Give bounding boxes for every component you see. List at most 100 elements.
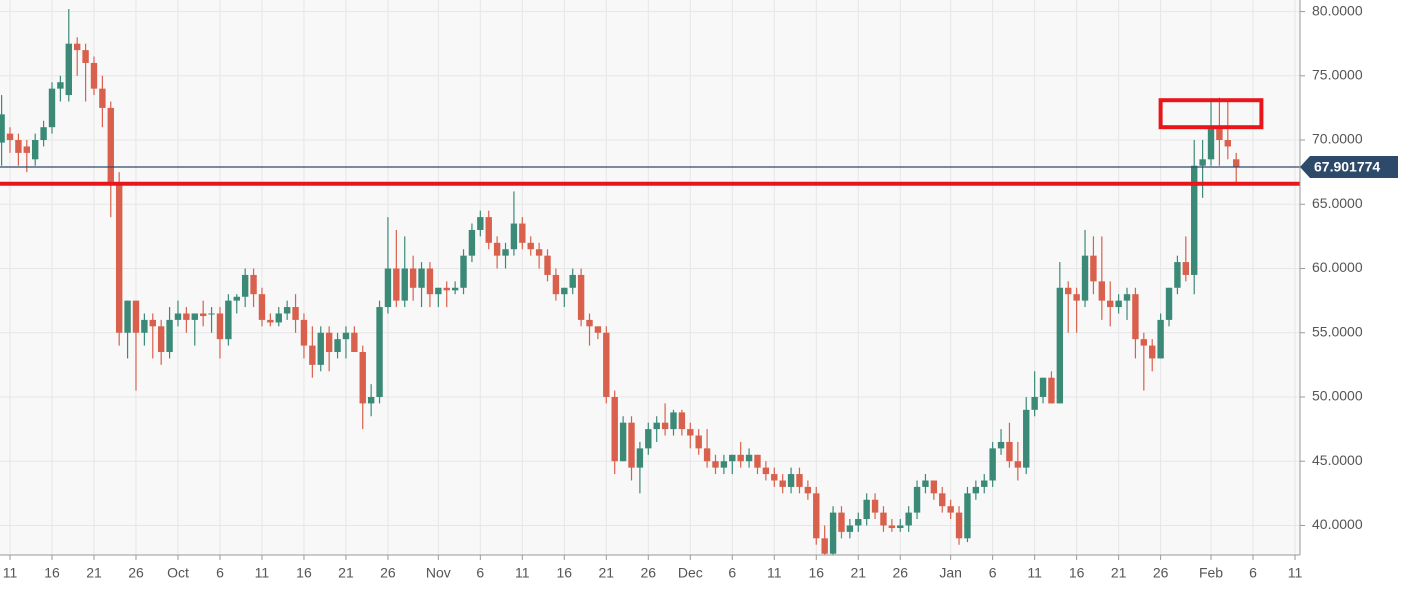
x-tick-label: 26 [641, 565, 657, 581]
candle-body [300, 319, 308, 346]
x-tick-label: 21 [86, 565, 102, 581]
candle-body [0, 114, 5, 143]
candle-body [23, 146, 30, 153]
candle-body [1039, 377, 1047, 397]
candle-body [972, 486, 980, 494]
candle-body [208, 313, 215, 315]
y-tick-label: 70.0000 [1312, 131, 1363, 147]
candle-body [964, 493, 971, 539]
x-tick-label: 21 [338, 565, 354, 581]
candle-body [712, 461, 719, 468]
candle-body [233, 296, 240, 301]
x-tick-label: 26 [1153, 565, 1169, 581]
candle-body [1065, 287, 1072, 295]
candle-body [166, 319, 173, 353]
candle-body [1216, 127, 1223, 141]
candle-body [821, 538, 828, 554]
candle-body [695, 435, 702, 449]
candle-body [426, 268, 434, 295]
candle-body [342, 332, 350, 340]
highlight-box [1158, 98, 1264, 130]
candle-body [502, 249, 509, 256]
candle-body [199, 313, 207, 317]
y-tick-label: 60.0000 [1312, 259, 1363, 275]
candle-body [611, 396, 618, 462]
x-tick-label: Oct [167, 565, 189, 581]
candle-body [729, 454, 736, 462]
candle-body [947, 506, 954, 513]
candle-body [124, 300, 131, 333]
candle-body [552, 274, 560, 295]
candle-body [678, 412, 686, 430]
candle-body [1191, 165, 1198, 275]
candle-body [863, 499, 870, 520]
x-tick-label: 6 [476, 565, 484, 581]
candle-body [309, 345, 316, 365]
candle-body [594, 326, 602, 333]
candle-body [645, 429, 652, 449]
candle-body [1073, 294, 1080, 301]
candle-body [955, 512, 963, 539]
candle-body [703, 448, 711, 462]
candle-body [939, 493, 946, 507]
x-tick-label: 21 [850, 565, 866, 581]
candle-body [367, 396, 375, 404]
candle-body [1098, 281, 1106, 301]
candle-body [1081, 255, 1089, 301]
plot-area [0, 0, 1300, 555]
candle-body [99, 88, 106, 108]
candle-body [1048, 377, 1055, 404]
candle-body [174, 313, 182, 320]
x-tick-label: 11 [1027, 565, 1042, 581]
candle-body [871, 499, 879, 513]
candle-body [771, 474, 778, 481]
plot-background [0, 0, 1300, 555]
candle-body [670, 412, 677, 430]
candle-body [6, 133, 14, 141]
candle-body [855, 519, 862, 526]
candle-body [376, 307, 383, 397]
candle-body [351, 332, 358, 353]
candle-body [603, 332, 610, 397]
y-tick-label: 80.0000 [1312, 2, 1363, 18]
candle-body [241, 274, 249, 297]
candle-body [930, 480, 938, 494]
candle-body [1107, 300, 1114, 308]
candle-body [636, 448, 644, 468]
candle-body [451, 287, 459, 291]
candle-body [334, 339, 341, 353]
candle-body [225, 300, 232, 340]
x-tick-label: Nov [426, 565, 451, 581]
candle-body [687, 429, 694, 436]
candle-body [1165, 287, 1173, 320]
candle-body [804, 486, 812, 494]
candle-body [1199, 159, 1206, 166]
candle-body [846, 525, 854, 532]
candle-body [493, 242, 501, 256]
candle-body [258, 294, 266, 320]
candle-body [1123, 294, 1131, 301]
x-tick-label: Feb [1199, 565, 1223, 581]
candle-body [897, 525, 904, 529]
candle-body [40, 127, 47, 141]
candle-body [468, 229, 476, 256]
candle-body [1132, 294, 1139, 340]
x-tick-label: 11 [1288, 565, 1303, 581]
x-tick-label: 11 [3, 565, 18, 581]
x-tick-label: 6 [1249, 565, 1257, 581]
candle-body [1014, 461, 1022, 468]
candle-body [401, 268, 408, 301]
y-tick-label: 45.0000 [1312, 452, 1363, 468]
candle-body [913, 486, 921, 513]
candle-body [561, 287, 568, 295]
candle-body [737, 454, 744, 462]
candle-body [267, 319, 274, 323]
x-tick-label: 11 [515, 565, 530, 581]
candle-body [981, 480, 988, 487]
candle-body [619, 422, 627, 462]
candle-body [510, 223, 518, 250]
candle-body [107, 107, 114, 185]
y-tick-label: 40.0000 [1312, 516, 1363, 532]
candle-body [250, 274, 257, 295]
